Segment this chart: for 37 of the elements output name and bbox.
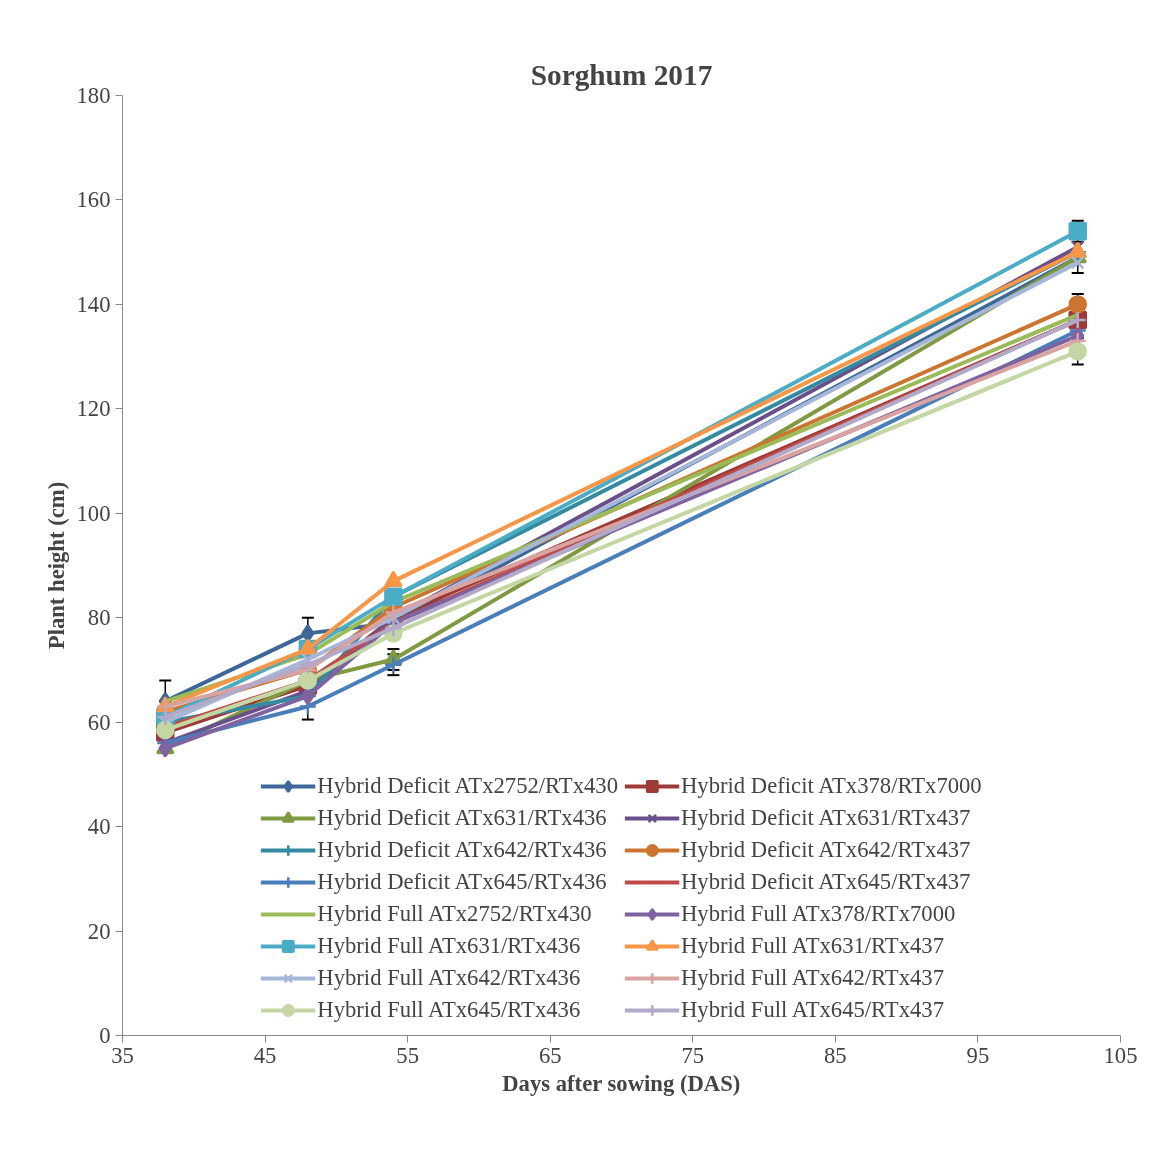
x-axis-title: Days after sowing (DAS) — [502, 1070, 741, 1096]
chart-title: Sorghum 2017 — [530, 58, 713, 91]
x-tick-label: 35 — [111, 1042, 134, 1068]
legend-label: Hybrid Full ATx2752/RTx430 — [317, 901, 592, 927]
x-tick-label: 45 — [253, 1042, 277, 1068]
x-tick-label: 55 — [396, 1042, 419, 1068]
legend-label: Hybrid Full ATx642/RTx436 — [317, 965, 581, 991]
legend-label: Hybrid Full ATx631/RTx436 — [317, 933, 581, 959]
legend-label: Hybrid Deficit ATx645/RTx437 — [681, 869, 971, 895]
y-axis-title: Plant height (cm) — [43, 481, 69, 650]
x-tick-label: 95 — [966, 1042, 990, 1068]
x-tick-label: 105 — [1103, 1042, 1138, 1068]
legend-label: Hybrid Full ATx378/RTx7000 — [681, 901, 956, 927]
y-tick-label: 80 — [87, 605, 111, 631]
y-tick-label: 160 — [76, 187, 111, 213]
legend-label: Hybrid Deficit ATx642/RTx436 — [317, 837, 607, 863]
legend-label: Hybrid Full ATx631/RTx437 — [681, 933, 944, 959]
y-tick-label: 0 — [99, 1023, 111, 1048]
legend-label: Hybrid Deficit ATx645/RTx436 — [317, 869, 607, 895]
legend-label: Hybrid Full ATx642/RTx437 — [681, 965, 944, 991]
legend-label: Hybrid Deficit ATx631/RTx436 — [317, 805, 607, 831]
y-tick-label: 20 — [87, 918, 111, 944]
x-tick-label: 85 — [824, 1042, 847, 1068]
y-tick-label: 40 — [87, 814, 111, 840]
legend-label: Hybrid Full ATx645/RTx436 — [317, 997, 581, 1023]
legend-label: Hybrid Full ATx645/RTx437 — [681, 997, 944, 1023]
legend-label: Hybrid Deficit ATx642/RTx437 — [681, 837, 971, 863]
y-tick-label: 60 — [87, 709, 111, 735]
y-tick-label: 120 — [76, 396, 111, 422]
y-tick-label: 100 — [76, 500, 111, 526]
x-tick-label: 65 — [538, 1042, 562, 1068]
y-tick-label: 140 — [76, 291, 111, 317]
y-tick-label: 180 — [76, 83, 111, 108]
legend-label: Hybrid Deficit ATx631/RTx437 — [681, 805, 971, 831]
x-tick-label: 75 — [681, 1042, 705, 1068]
legend-label: Hybrid Deficit ATx378/RTx7000 — [681, 773, 982, 799]
legend-label: Hybrid Deficit ATx2752/RTx430 — [317, 773, 618, 799]
